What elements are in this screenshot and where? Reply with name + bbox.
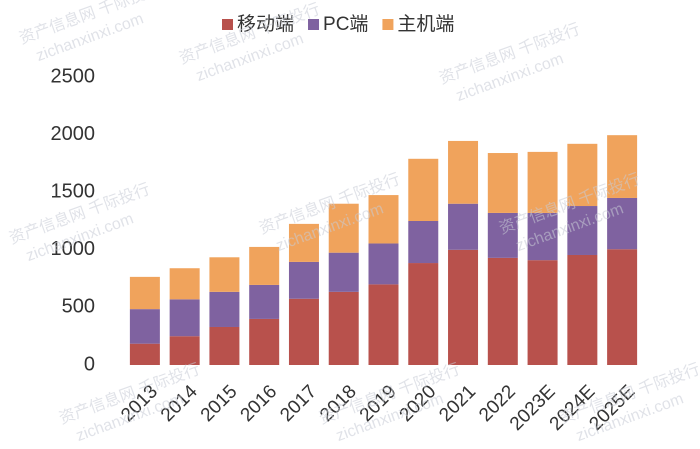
bar-segment (368, 195, 399, 244)
bar-segment (487, 212, 518, 258)
legend-swatch (382, 19, 394, 30)
bar-segment (408, 221, 439, 264)
bar-segment (288, 298, 319, 365)
bar-segment (448, 203, 479, 250)
bar-segment (169, 299, 200, 337)
y-tick-label: 1500 (51, 180, 96, 202)
bar-segment (288, 261, 319, 299)
legend-label: 移动端 (237, 13, 294, 35)
bar-segment (448, 249, 479, 365)
bar-segment (487, 257, 518, 365)
bar-segment (607, 197, 638, 250)
bar-segment (448, 140, 479, 204)
bar-segment (169, 336, 200, 365)
bar-segment (527, 260, 558, 365)
bar-segment (527, 212, 558, 261)
bar-segment (408, 158, 439, 221)
bar-segment (328, 203, 359, 253)
bar-segment (249, 318, 280, 365)
bar-segment (567, 143, 598, 207)
y-tick-label: 2500 (51, 65, 96, 87)
bar-segment (129, 276, 160, 310)
y-tick-label: 2000 (51, 123, 96, 145)
bar-segment (328, 291, 359, 365)
bar-segment (527, 151, 558, 213)
bar-segment (249, 246, 280, 285)
y-tick-label: 0 (84, 353, 95, 375)
bar-segment (368, 243, 399, 285)
bar-segment (129, 343, 160, 365)
bar-segment (169, 268, 200, 300)
legend-label: 主机端 (397, 13, 454, 35)
bar-segment (487, 153, 518, 213)
bar-segment (368, 284, 399, 365)
bar-segment (607, 135, 638, 198)
legend-swatch (222, 19, 233, 30)
bar-segment (209, 291, 240, 327)
bar-segment (567, 254, 598, 365)
bar-segment (408, 263, 439, 365)
bar-segment (249, 284, 280, 319)
bar-segment (328, 252, 359, 292)
bar-segment (607, 249, 638, 365)
bar-segment (567, 206, 598, 255)
bar-segment (209, 326, 240, 365)
legend-swatch (308, 19, 320, 30)
bar-segment (129, 309, 160, 344)
bar-segment (288, 223, 319, 262)
bar-segment (209, 257, 240, 292)
x-tick-label: 2015 (197, 381, 242, 426)
y-tick-label: 500 (62, 296, 95, 318)
x-tick-label: 2017 (276, 381, 321, 426)
y-tick-label: 1000 (51, 238, 96, 260)
x-tick-label: 2016 (237, 381, 282, 426)
legend-label: PC端 (323, 13, 368, 35)
